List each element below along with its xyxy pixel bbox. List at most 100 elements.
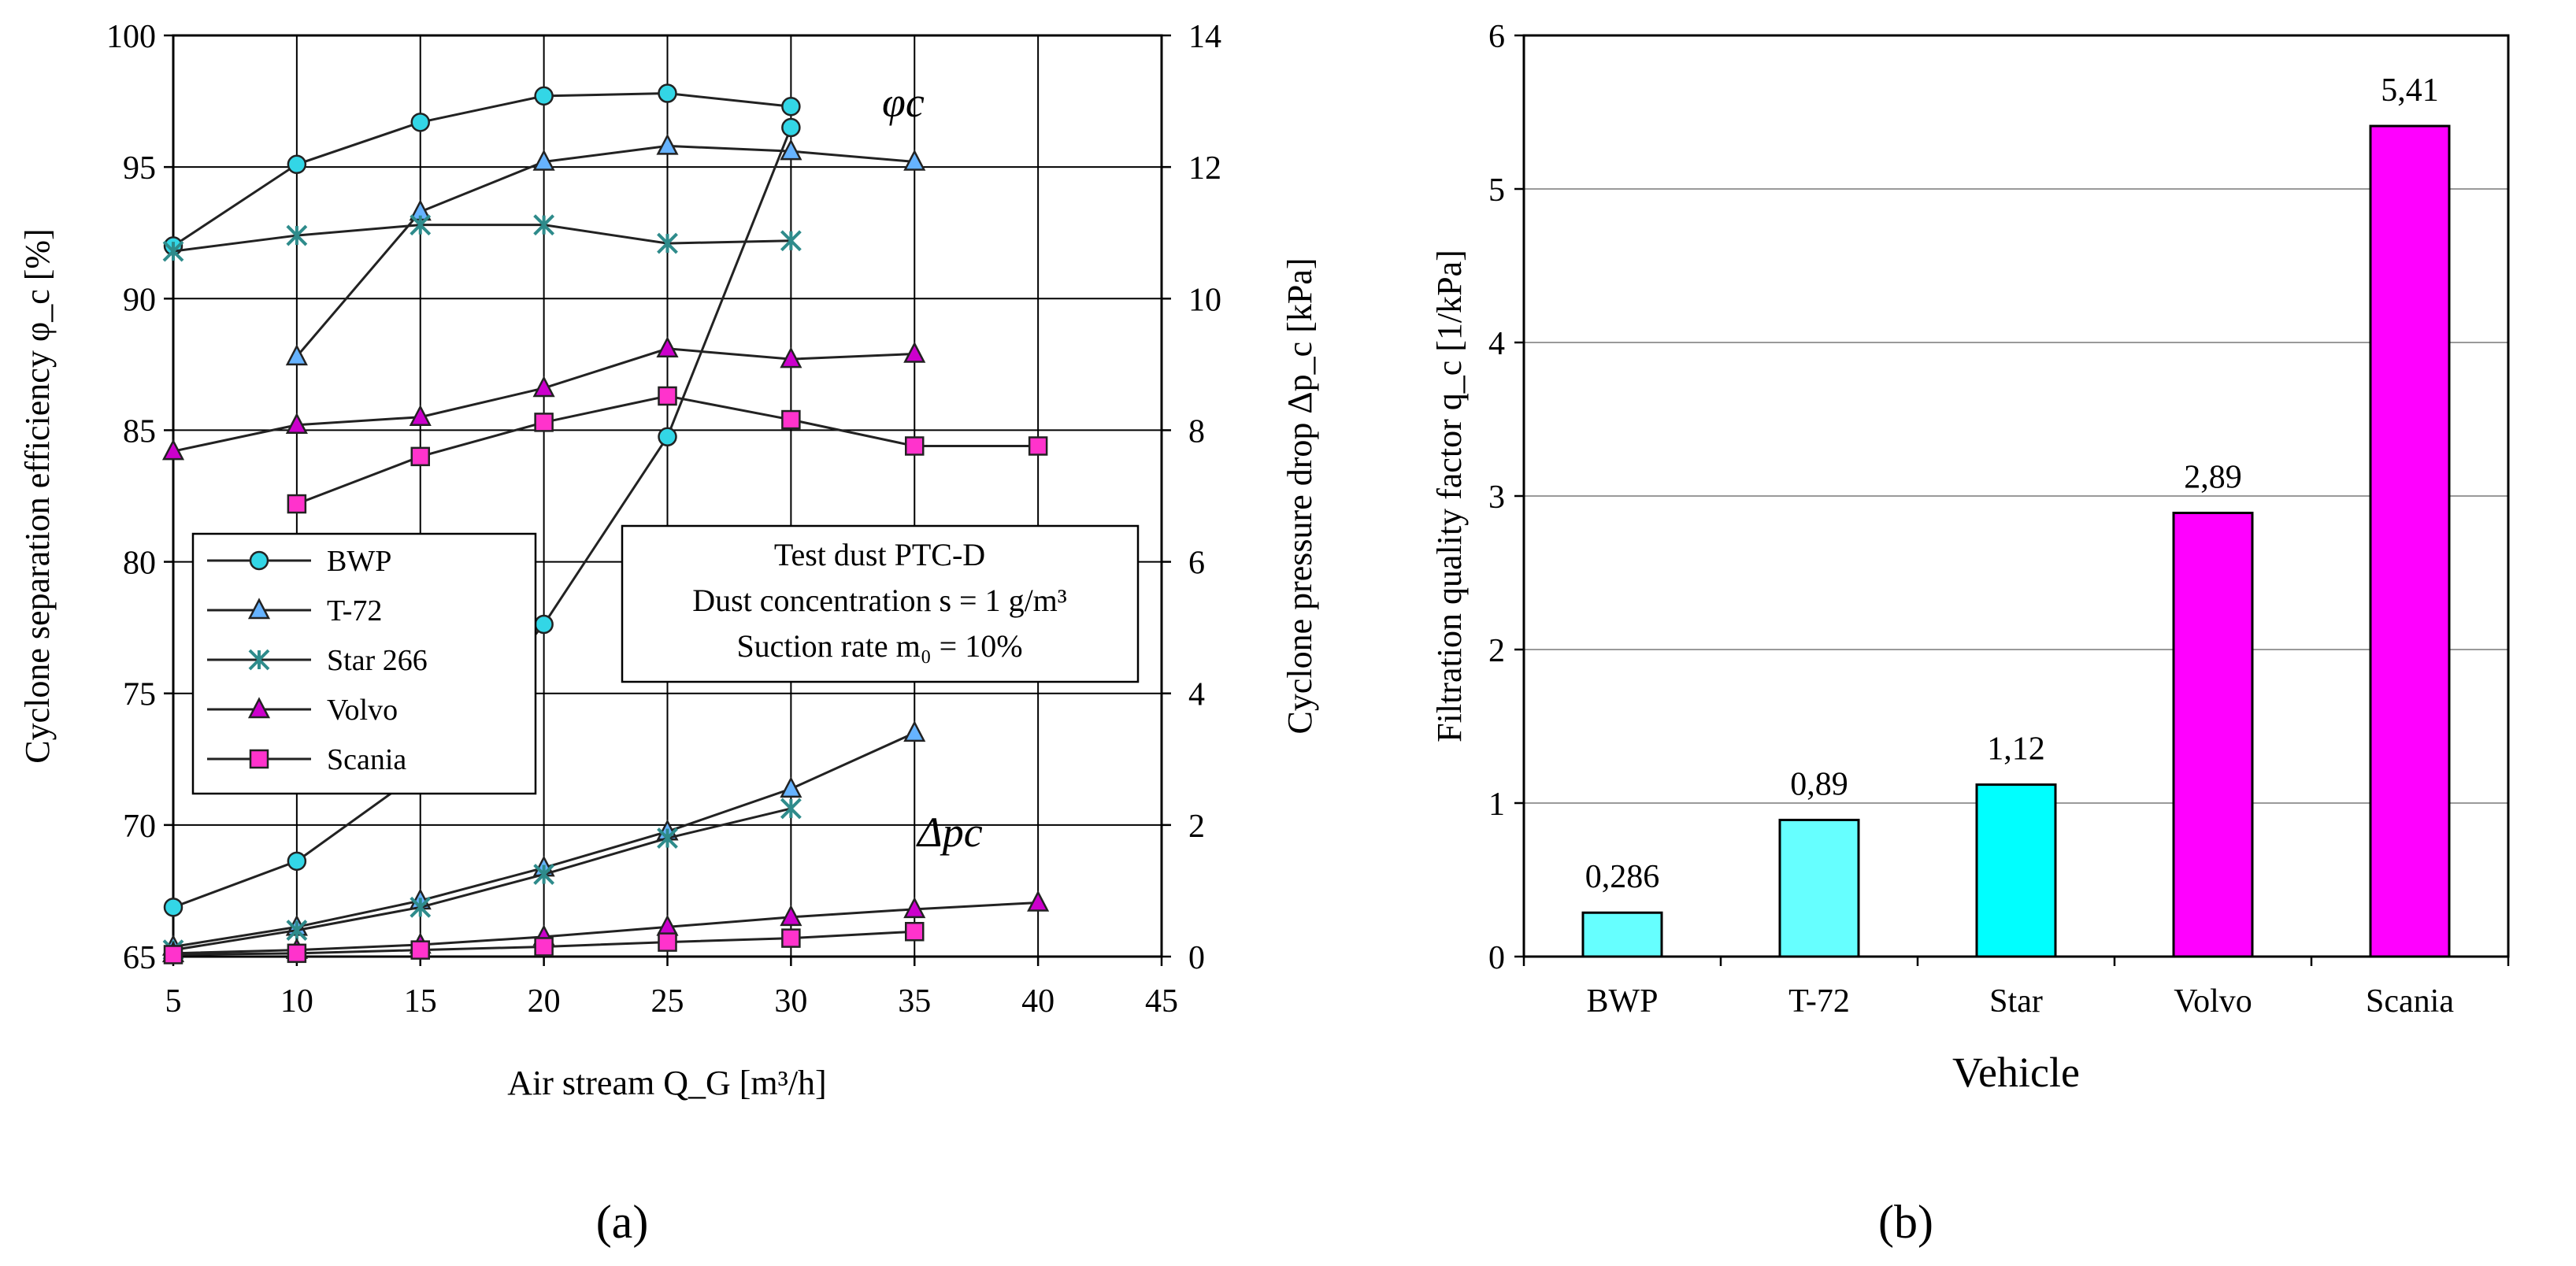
chart-b-y-tick-label: 5 (1488, 172, 1505, 209)
chart-a-left-y-tick-label: 90 (123, 282, 156, 318)
efficiency-point-volvo (285, 413, 308, 434)
pressure-point-bwp (163, 898, 183, 917)
chart-b-bars: 0,286 BWP 0,89 T-72 1,12 Star 2,89 Volvo 5,41 Sca… (1581, 72, 2454, 1020)
bar-t-72 (1778, 818, 1860, 958)
efficiency-line-bwp (172, 92, 791, 247)
chart-b-x-tick-label-scania: Scania (2366, 983, 2454, 1020)
pressure-point-star-266 (657, 827, 678, 849)
efficiency-point-bwp (534, 86, 554, 106)
annotation-line-3: Suction rate m₀ = 10% (736, 628, 1022, 664)
efficiency-point-star-266 (657, 232, 678, 254)
legend-marker-t-72 (247, 598, 271, 620)
efficiency-point-t-72 (656, 133, 679, 155)
efficiency-point-bwp (287, 154, 307, 175)
bar-value-label-star: 1,12 (1987, 731, 2045, 768)
legend-label-t-72: T-72 (327, 594, 382, 627)
bar-star (1975, 783, 2057, 958)
chart-a-left-y-axis-label: Cyclone separation efficiency φ_c [%] (18, 228, 57, 763)
chart-b-gridlines (1524, 188, 2508, 804)
efficiency-point-star-266 (410, 214, 432, 236)
caption-a: (a) (596, 1196, 649, 1248)
chart-b-x-tick-label-t-72: T-72 (1788, 983, 1850, 1020)
chart-a-left-y-tick-label: 95 (123, 150, 156, 187)
efficiency-point-volvo (161, 439, 185, 461)
chart-a: 5 10 15 20 25 30 35 40 45 65 70 75 80 85 90 95 100 0 2 4 6 8 1… (18, 19, 1319, 1248)
efficiency-point-star-266 (162, 240, 184, 262)
efficiency-curve-label: φc (882, 79, 925, 126)
chart-a-x-tick-label: 15 (404, 983, 437, 1020)
annotation-line-1: Test dust PTC-D (774, 537, 985, 572)
chart-a-left-y-tick-label: 70 (123, 809, 156, 845)
chart-a-gridlines (173, 35, 1162, 957)
annotation-box (621, 524, 1140, 683)
chart-a-x-tick-label: 20 (528, 983, 561, 1020)
legend-label-volvo: Volvo (327, 694, 398, 727)
pressure-line-volvo (172, 901, 1039, 955)
pressure-point-bwp (287, 851, 307, 872)
chart-b-y-axis-label: Filtration quality factor q_c [1/kPa] (1430, 250, 1469, 742)
pressure-point-volvo (780, 905, 802, 927)
chart-a-x-tick-label: 40 (1021, 983, 1054, 1020)
legend-marker-star-266 (248, 649, 270, 671)
bar-value-label-volvo: 2,89 (2184, 459, 2242, 495)
pressure-point-scania (163, 945, 183, 964)
pressure-point-t-72 (903, 720, 926, 742)
efficiency-point-scania (410, 446, 430, 467)
chart-a-x-tick-label: 25 (651, 983, 684, 1020)
chart-a-x-tick-label: 35 (898, 983, 931, 1020)
chart-b-x-axis-label: Vehicle (1952, 1049, 2080, 1096)
pressure-point-volvo (903, 897, 926, 919)
pressure-point-scania (534, 937, 554, 957)
chart-a-series (161, 83, 1050, 964)
efficiency-point-star-266 (286, 224, 308, 246)
efficiency-point-scania (287, 494, 307, 514)
chart-b-x-tick-label-volvo: Volvo (2174, 983, 2252, 1020)
chart-a-left-y-tick-label: 100 (106, 19, 156, 55)
chart-a-right-y-axis-label: Cyclone pressure drop Δp_c [kPa] (1281, 257, 1319, 734)
series-star-266 (162, 214, 802, 961)
efficiency-point-t-72 (532, 149, 555, 171)
chart-a-right-y-tick-label: 4 (1188, 677, 1205, 713)
chart-b-ticks: 0 1 2 3 4 5 6 (1488, 19, 2510, 976)
legend-label-bwp: BWP (327, 545, 391, 578)
pressure-point-scania (781, 928, 801, 948)
efficiency-point-volvo (903, 341, 926, 363)
pressure-point-scania (287, 943, 307, 964)
bar-bwp (1581, 911, 1663, 958)
pressure-point-bwp (781, 117, 801, 138)
chart-b-y-tick-label: 3 (1488, 479, 1505, 516)
efficiency-point-t-72 (780, 139, 802, 161)
efficiency-point-volvo (780, 346, 802, 368)
chart-a-x-tick-label: 10 (280, 983, 313, 1020)
chart-b: 0,286 BWP 0,89 T-72 1,12 Star 2,89 Volvo 5,41 Sca… (1430, 19, 2510, 1248)
efficiency-point-scania (1028, 436, 1048, 456)
bar-value-label-scania: 5,41 (2381, 72, 2439, 109)
chart-a-x-tick-label: 5 (165, 983, 182, 1020)
efficiency-point-star-266 (533, 214, 555, 236)
chart-a-right-y-tick-label: 14 (1188, 19, 1221, 55)
series-volvo (161, 336, 1050, 963)
pressure-point-scania (658, 932, 677, 952)
pressure-point-bwp (534, 614, 554, 635)
chart-b-y-tick-label: 0 (1488, 940, 1505, 976)
efficiency-point-bwp (410, 113, 430, 132)
chart-b-x-tick-label-bwp: BWP (1586, 983, 1658, 1020)
chart-b-y-tick-label: 1 (1488, 787, 1505, 823)
bar-volvo (2172, 511, 2254, 958)
chart-a-right-y-tick-label: 0 (1188, 940, 1205, 976)
chart-b-y-tick-label: 6 (1488, 19, 1505, 55)
chart-a-x-tick-label: 30 (774, 983, 807, 1020)
chart-a-right-y-tick-label: 12 (1188, 150, 1221, 187)
test-conditions-annotation: Test dust PTC-D Dust concentration s = 1… (621, 524, 1140, 683)
chart-a-legend: BWP T-72 Star 266 Volvo Scania (191, 532, 537, 795)
legend-label-star-266: Star 266 (327, 644, 428, 677)
annotation-line-2: Dust concentration s = 1 g/m³ (692, 583, 1067, 618)
pressure-point-star-266 (780, 798, 802, 820)
pressure-point-star-266 (410, 896, 432, 918)
efficiency-point-scania (905, 436, 925, 456)
efficiency-point-t-72 (285, 344, 308, 366)
efficiency-point-scania (658, 386, 677, 406)
caption-b: (b) (1878, 1196, 1933, 1248)
